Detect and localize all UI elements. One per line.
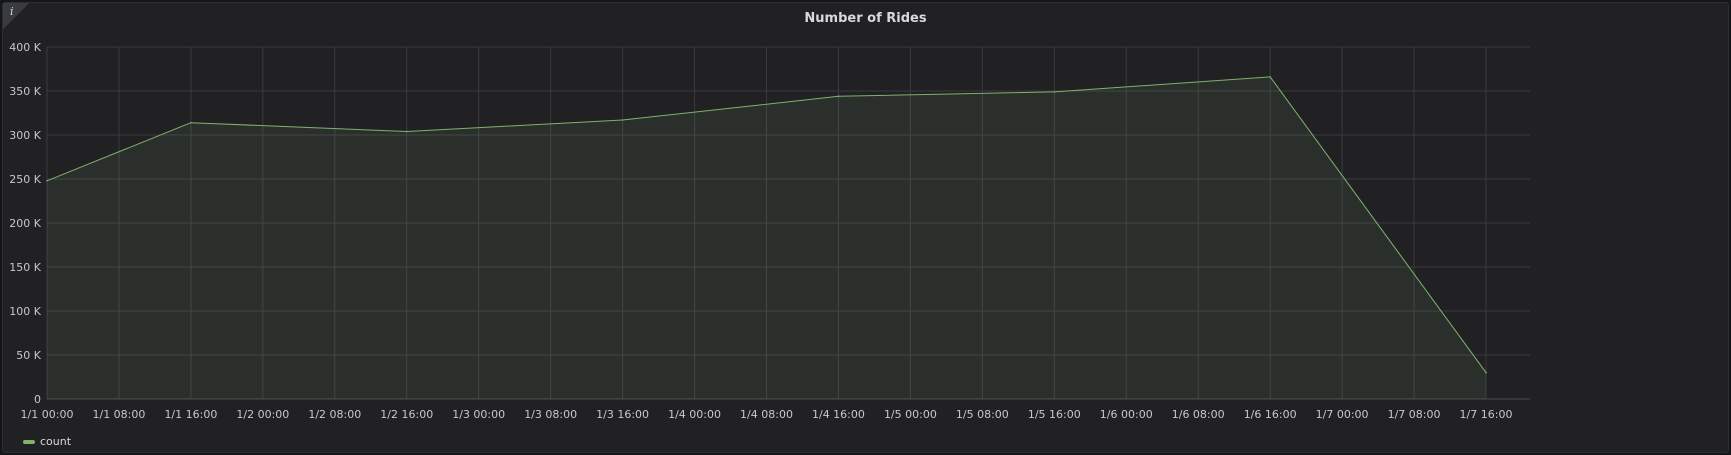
- info-icon[interactable]: i: [3, 3, 29, 29]
- y-tick-label: 250 K: [9, 173, 41, 186]
- x-tick-label: 1/1 16:00: [164, 408, 217, 421]
- x-tick-label: 1/6 16:00: [1244, 408, 1297, 421]
- x-tick-label: 1/7 00:00: [1316, 408, 1369, 421]
- y-tick-label: 300 K: [9, 129, 41, 142]
- y-tick-label: 50 K: [16, 349, 41, 362]
- legend[interactable]: count: [23, 435, 71, 448]
- y-tick-label: 400 K: [9, 41, 41, 54]
- x-tick-label: 1/5 08:00: [956, 408, 1009, 421]
- x-tick-label: 1/2 16:00: [380, 408, 433, 421]
- x-tick-label: 1/1 08:00: [92, 408, 145, 421]
- data-point[interactable]: [1485, 371, 1487, 374]
- x-tick-label: 1/1 00:00: [21, 408, 74, 421]
- y-tick-label: 200 K: [9, 217, 41, 230]
- y-tick-label: 0: [34, 393, 41, 406]
- data-point[interactable]: [621, 119, 624, 121]
- y-tick-label: 100 K: [9, 305, 41, 318]
- data-point[interactable]: [1053, 91, 1056, 93]
- x-tick-label: 1/6 00:00: [1100, 408, 1153, 421]
- data-point[interactable]: [837, 95, 840, 98]
- data-point[interactable]: [46, 179, 48, 182]
- series-line-count[interactable]: [46, 76, 1487, 373]
- y-tick-label: 150 K: [9, 261, 41, 274]
- x-tick-label: 1/5 00:00: [884, 408, 937, 421]
- x-tick-label: 1/5 16:00: [1028, 408, 1081, 421]
- series-area-count: [47, 76, 1486, 400]
- x-tick-label: 1/2 00:00: [236, 408, 289, 421]
- x-tick-label: 1/7 16:00: [1460, 408, 1513, 421]
- x-tick-label: 1/2 08:00: [308, 408, 361, 421]
- x-tick-label: 1/4 08:00: [740, 408, 793, 421]
- data-point[interactable]: [1269, 76, 1271, 78]
- chart-grid: [46, 46, 1530, 400]
- y-tick-label: 350 K: [9, 85, 41, 98]
- x-tick-label: 1/4 16:00: [812, 408, 865, 421]
- line-layer: [46, 76, 1487, 374]
- panel-title[interactable]: Number of Rides: [804, 11, 927, 26]
- y-axis-labels: 0 50 K 100 K 150 K 200 K 250 K 300 K 350 K 400 K: [9, 41, 41, 406]
- chart-plot-area: 0 50 K 100 K 150 K 200 K 250 K 300 K 350 K 400 K…: [9, 41, 1530, 421]
- legend-series-label[interactable]: count: [40, 435, 72, 448]
- x-tick-label: 1/3 16:00: [596, 408, 649, 421]
- info-icon-glyph: i: [10, 5, 14, 18]
- x-tick-label: 1/6 08:00: [1172, 408, 1225, 421]
- x-tick-label: 1/3 00:00: [452, 408, 505, 421]
- data-point[interactable]: [190, 121, 192, 124]
- x-tick-label: 1/7 08:00: [1388, 408, 1441, 421]
- area-layer: [47, 76, 1486, 400]
- legend-swatch-icon: [23, 439, 35, 444]
- x-tick-label: 1/4 00:00: [668, 408, 721, 421]
- x-axis-labels: 1/1 00:00 1/1 08:00 1/1 16:00 1/2 00:00 1/2 …: [21, 408, 1513, 421]
- x-tick-label: 1/3 08:00: [524, 408, 577, 421]
- data-point[interactable]: [405, 130, 408, 133]
